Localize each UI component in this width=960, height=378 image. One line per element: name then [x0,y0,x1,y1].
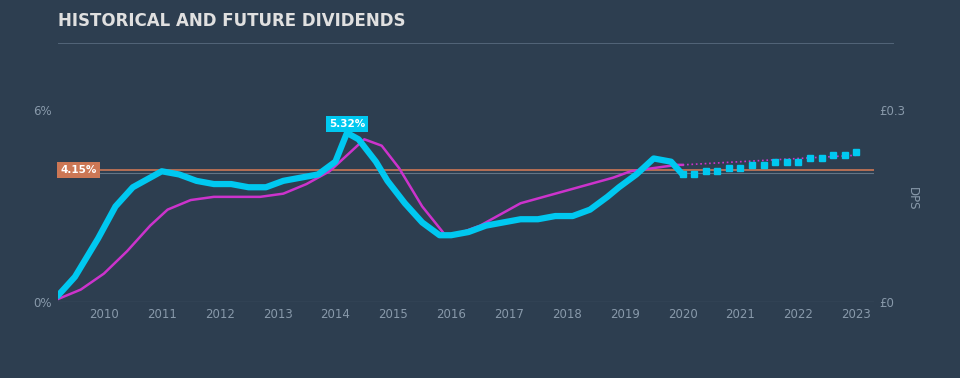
Text: 4.15%: 4.15% [60,165,97,175]
Text: HISTORICAL AND FUTURE DIVIDENDS: HISTORICAL AND FUTURE DIVIDENDS [58,12,405,30]
Text: 5.32%: 5.32% [329,119,365,129]
Y-axis label: DPS: DPS [906,187,919,210]
